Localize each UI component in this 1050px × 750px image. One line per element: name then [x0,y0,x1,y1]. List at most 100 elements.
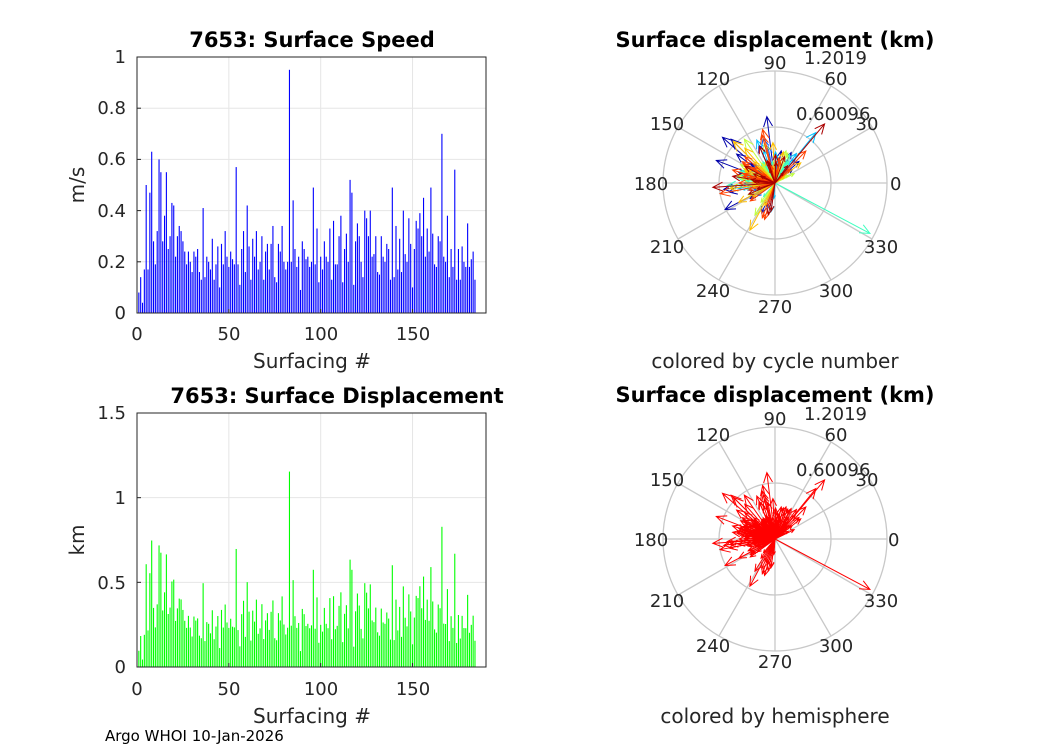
displacement-bar [301,608,303,667]
polar-cycle-arrow [774,164,789,184]
displacement-bar [428,620,430,667]
displacement-bar [318,642,320,667]
displacement-bar [299,651,302,667]
speed-bar [443,256,445,313]
displacement-bar [292,580,294,667]
speed-bar [463,261,465,313]
displacement-bar [226,622,228,667]
speed-bar [235,167,237,313]
polar-cycle-arrow [774,155,786,184]
speed-bar [318,282,320,313]
polar-cycle-angle-180: 180 [634,174,668,195]
displacement-bars [138,471,476,667]
speed-bar [228,266,230,313]
speed-bar [303,249,305,313]
polar-cycle-angle-120: 120 [696,69,730,90]
displacement-bar [235,548,237,667]
speed-bar [393,277,395,313]
displacement-bar [200,638,202,667]
displacement-bar [314,628,316,667]
speed-ytick-1: 1 [115,47,126,68]
speed-bar [389,279,392,313]
speed-bar [358,236,360,313]
speed-bar [441,133,443,313]
speed-bar [336,264,338,313]
polar-hemisphere-grid [662,426,888,652]
speed-bar [167,249,169,313]
displacement-bar [312,569,314,667]
displacement-bar [197,618,199,667]
speed-bar [294,249,296,313]
polar-cycle-arrows [711,115,872,235]
polar-hemisphere-angle-300: 300 [819,636,853,657]
displacement-bar [219,648,221,667]
speed-bar [184,251,186,313]
displacement-bar [320,624,322,667]
displacement-ytick-0.5: 0.5 [97,573,126,594]
speed-bar [421,236,423,313]
displacement-bar [377,632,379,667]
displacement-bar [331,639,333,667]
displacement-bar [149,573,151,667]
speed-bar [399,238,401,313]
speed-bar [434,264,436,313]
speed-bar [312,187,314,313]
speed-bar [347,261,349,313]
speed-bar [138,292,140,313]
speed-bar [301,241,303,313]
speed-bar [164,215,166,313]
speed-bar [292,200,294,313]
displacement-bar [443,623,445,667]
polar-hemisphere-angle-330: 330 [864,591,898,612]
speed-bar [388,249,390,313]
speed-axes-box [136,56,487,314]
displacement-bar [272,600,274,667]
displacement-bar [360,628,362,667]
speed-bar [327,261,329,313]
speed-bar [197,249,199,313]
polar-hemisphere-angle-90: 90 [764,409,787,430]
displacement-bar [204,641,206,667]
speed-chart: 7653: Surface Speed 0 50 100 150 0 0.2 0… [65,28,487,373]
speed-bar [215,264,217,313]
displacement-bar [257,633,259,667]
speed-bar [279,251,281,313]
displacement-bar [327,628,329,667]
speed-ytick-0.8: 0.8 [97,98,126,119]
displacement-bar [430,567,432,667]
polar-hemisphere-arrow [743,511,776,540]
displacement-bar [439,608,441,667]
speed-bar [211,238,213,313]
displacement-bar [411,644,414,667]
speed-bar [410,243,412,313]
displacement-bar [261,604,263,667]
displacement-bar [321,631,324,667]
speed-bar [230,251,232,313]
displacement-bar [391,565,393,667]
speed-bar [195,256,197,313]
displacement-bar [445,623,447,667]
displacement-bar [158,545,160,667]
speed-bar [391,187,393,313]
speed-bar [366,218,368,313]
displacement-bar [283,624,285,667]
displacement-ylabel: km [65,524,89,555]
speed-bar [202,208,204,313]
speed-bar [332,220,335,313]
speed-bar [165,172,167,313]
displacement-bar [189,627,191,667]
speed-bar [340,215,342,313]
speed-bar [448,277,450,313]
polar-hemisphere-arrow [774,520,789,540]
speed-bar [338,236,340,313]
displacement-bar [182,609,184,667]
speed-bar [404,254,406,313]
speed-bar [426,228,428,313]
speed-bar [452,266,454,313]
speed-bar [439,241,441,313]
displacement-bar [397,630,399,667]
polar-cycle-subtitle: colored by cycle number [651,349,899,373]
displacement-bar [175,620,177,667]
speed-bar [364,210,366,313]
